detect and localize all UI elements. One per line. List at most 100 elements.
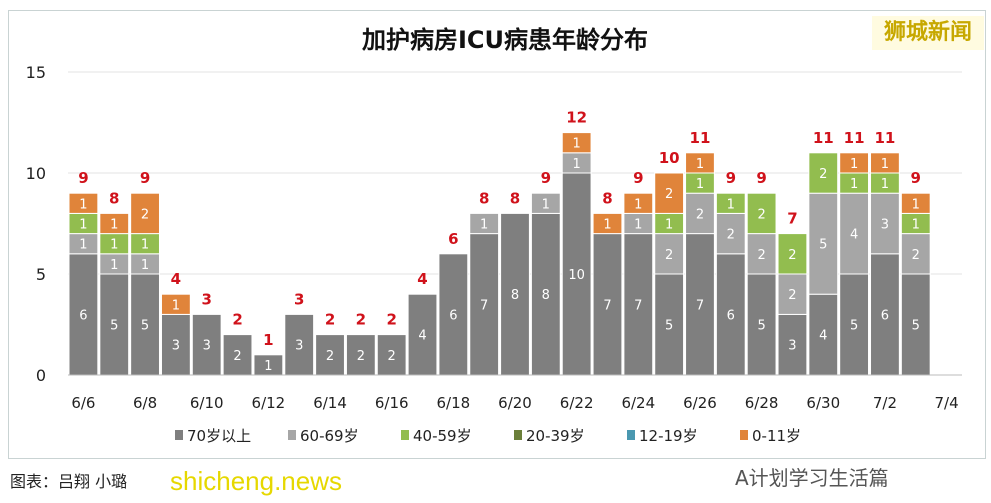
segment-label: 1 [696,157,704,172]
x-tick-label: 6/14 [313,394,347,412]
total-label: 11 [844,129,865,147]
total-label: 4 [417,270,427,288]
segment-label: 2 [757,207,765,222]
total-label: 2 [325,311,335,329]
legend-swatch [401,430,409,440]
bar-segment [407,293,438,376]
total-label: 9 [756,169,766,187]
bar-segment [746,273,777,376]
segment-label: 1 [110,218,118,233]
chart-credit: 图表：吕翔 小璐 [10,472,128,491]
segment-label: 7 [696,298,704,313]
segment-label: 2 [326,349,334,364]
segment-label: 1 [912,218,920,233]
segment-label: 1 [480,218,488,233]
bar-segment [746,192,777,235]
bar-segment [808,192,839,295]
bar-segment [777,313,808,376]
total-label: 9 [541,169,551,187]
bar-segment [68,253,99,376]
bar-segment [469,212,500,235]
segment-label: 2 [727,228,735,243]
bar-segment [99,212,130,235]
x-tick-label: 6/28 [745,394,779,412]
segment-label: 1 [850,157,858,172]
bar-segment [777,273,808,315]
y-tick-label: 10 [26,164,46,183]
bar-segment [160,293,191,315]
bar-segment [715,192,746,214]
x-tick-label: 7/2 [873,394,897,412]
x-tick-label: 6/10 [190,394,224,412]
bar-segment [777,233,808,275]
bar-segment [191,313,222,376]
segment-label: 8 [542,288,550,303]
segment-label: 3 [203,339,211,354]
segment-label: 1 [141,258,149,273]
bar-segment [530,212,561,376]
segment-label: 1 [79,197,87,212]
segment-label: 4 [819,329,827,344]
bar-segment [130,192,160,235]
segment-label: 2 [696,207,704,222]
bar-segment [808,152,839,194]
segment-label: 5 [850,319,858,334]
segment-label: 6 [727,308,735,323]
bar-segment [623,233,654,376]
x-tick-label: 6/12 [252,394,286,412]
bar-segment [315,334,345,376]
bar-segment [99,273,130,376]
segment-label: 3 [788,339,796,354]
bar-segment [654,233,685,275]
x-tick-label: 6/26 [683,394,717,412]
total-label: 12 [566,109,587,127]
total-label: 10 [659,149,680,167]
bar-segment [592,212,623,235]
legend-label: 60-69岁 [300,427,359,445]
segment-label: 1 [850,177,858,192]
segment-label: 6 [79,308,87,323]
bar-segment [500,212,530,376]
segment-label: 2 [141,207,149,222]
total-label: 3 [202,290,212,308]
legend-label: 12-19岁 [639,427,698,445]
segment-label: 1 [110,258,118,273]
total-label: 9 [78,169,88,187]
y-tick-label: 5 [36,265,46,284]
segment-label: 3 [295,339,303,354]
y-tick-label: 15 [26,63,46,82]
watermark: shicheng.news [170,466,342,496]
segment-label: 7 [480,298,488,313]
segment-label: 2 [665,187,673,202]
segment-label: 1 [603,218,611,233]
segment-label: 1 [79,218,87,233]
bar-segment [870,152,900,174]
total-label: 11 [874,129,895,147]
segment-label: 2 [819,167,827,182]
total-label: 9 [140,169,150,187]
segment-label: 5 [665,319,673,334]
total-label: 8 [510,189,520,207]
legend-swatch [627,430,635,440]
segment-label: 1 [881,177,889,192]
total-label: 8 [602,189,612,207]
bar-segment [746,233,777,275]
x-tick-label: 6/16 [375,394,409,412]
legend-label: 0-11岁 [752,427,801,445]
segment-label: 1 [110,238,118,253]
segment-label: 1 [542,197,550,212]
total-label: 9 [911,169,921,187]
bar-segment [561,132,592,154]
total-label: 9 [633,169,643,187]
total-label: 2 [232,311,242,329]
segment-label: 2 [788,248,796,263]
segment-label: 3 [881,218,889,233]
total-label: 8 [109,189,119,207]
segment-label: 1 [912,197,920,212]
segment-label: 1 [573,157,581,172]
bar-segment [222,334,253,376]
total-label: 3 [294,290,304,308]
segment-label: 1 [79,238,87,253]
x-tick-label: 6/30 [806,394,840,412]
